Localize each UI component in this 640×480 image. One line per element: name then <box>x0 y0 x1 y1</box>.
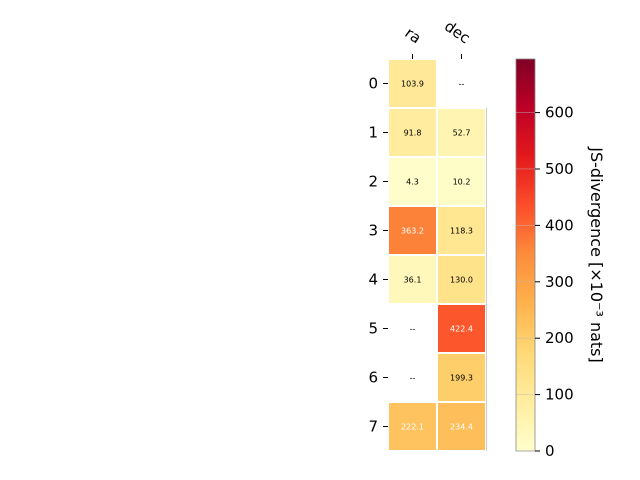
cell-value-label: 91.8 <box>404 129 422 138</box>
colorbar-tick-label: 500 <box>545 160 574 178</box>
colorbar-tick-label: 200 <box>545 329 574 347</box>
cell-value-label: 4.3 <box>406 178 419 187</box>
row-tick-label: 3 <box>368 222 378 240</box>
column-tick-label: dec <box>441 17 473 47</box>
row-tick-label: 5 <box>368 320 378 338</box>
cell-value-label: 36.1 <box>404 276 422 285</box>
row-tick-label: 2 <box>368 173 378 191</box>
row-tick-label: 1 <box>368 124 378 142</box>
cell-value-label: 103.9 <box>401 80 424 89</box>
colorbar-tick-label: 600 <box>545 104 574 122</box>
colorbar-tick-label: 300 <box>545 273 574 291</box>
column-tick-label: ra <box>402 24 425 48</box>
row-tick-label: 4 <box>368 271 378 289</box>
cell-value-label: 10.2 <box>453 178 471 187</box>
colorbar-gradient <box>516 59 535 451</box>
cell-value-label: -- <box>459 80 465 89</box>
colorbar-label: JS-divergence [×10⁻³ nats] <box>587 146 606 362</box>
cell-value-label: 363.2 <box>401 227 424 236</box>
cell-value-label: 130.0 <box>450 276 473 285</box>
colorbar-tick-label: 0 <box>545 442 555 460</box>
cell-value-label: 199.3 <box>450 374 473 383</box>
row-tick-labels: 0 1 2 3 4 5 6 7 <box>368 75 388 436</box>
colorbar-tick-label: 400 <box>545 216 574 234</box>
colorbar: 0 100 200 300 400 500 600 JS-divergence [×10⁻³… <box>516 59 606 460</box>
cell-value-label: -- <box>410 325 416 334</box>
column-tick-labels: ra dec <box>402 17 474 59</box>
colorbar-tick-label: 100 <box>545 386 574 404</box>
cell-value-label: 222.1 <box>401 423 424 432</box>
cell-value-label: 52.7 <box>453 129 471 138</box>
heatmap-cells: 103.9 -- 91.8 52.7 4.3 10.2 363.2 118.3 36.1 130.… <box>389 60 487 451</box>
cell-value-label: 118.3 <box>450 227 473 236</box>
row-tick-label: 7 <box>368 418 378 436</box>
cell-value-label: 422.4 <box>450 325 473 334</box>
row-tick-label: 6 <box>368 369 378 387</box>
row-tick-label: 0 <box>368 75 378 93</box>
cell-value-label: -- <box>410 374 416 383</box>
cell-value-label: 234.4 <box>450 423 473 432</box>
